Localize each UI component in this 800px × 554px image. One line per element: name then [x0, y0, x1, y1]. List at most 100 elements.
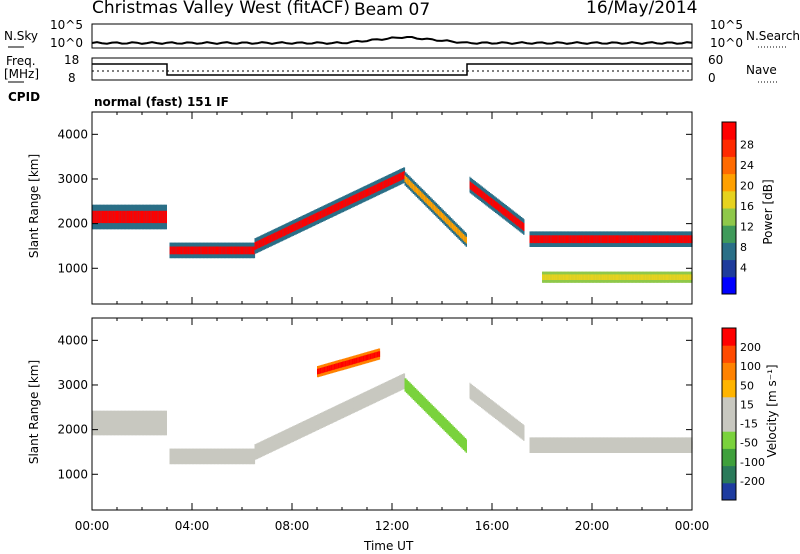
echo-cell — [543, 274, 546, 280]
echo-cell — [351, 195, 354, 204]
echo-cell — [197, 452, 200, 461]
echo-cell — [640, 441, 643, 450]
echo-cell — [453, 224, 456, 231]
echo-cell — [571, 235, 574, 244]
echo-cell — [336, 363, 339, 369]
echo-cell — [137, 210, 140, 224]
echo-cell — [208, 452, 211, 461]
echo-cell — [323, 366, 326, 373]
echo-cell — [97, 416, 100, 430]
echo-cell — [622, 274, 625, 280]
echo-cell — [653, 274, 656, 280]
echo-cell — [404, 175, 407, 183]
echo-cell — [110, 210, 113, 224]
echo-cell — [644, 235, 647, 244]
echo-cell — [500, 205, 503, 214]
echo-cell — [671, 235, 674, 244]
echo-cell — [325, 414, 328, 423]
echo-cell — [348, 197, 351, 205]
colorbar-tick-label: 20 — [740, 180, 754, 193]
echo-cell — [340, 362, 343, 368]
echo-cell — [495, 201, 497, 210]
x-axis-label: Time UT — [364, 539, 414, 553]
echo-cell — [428, 405, 431, 412]
echo-cell — [497, 203, 500, 212]
echo-cell — [623, 441, 626, 450]
echo-cell — [630, 235, 633, 244]
echo-cell — [590, 235, 593, 244]
echo-cell — [311, 420, 314, 429]
echo-cell — [478, 394, 481, 402]
echo-cell — [144, 210, 147, 224]
echo-cell — [542, 441, 544, 450]
echo-cell — [255, 241, 258, 250]
echo-cell — [286, 226, 289, 235]
echo-cell — [535, 235, 538, 244]
colorbar-tick-label: 24 — [740, 159, 754, 172]
echo-cell — [619, 235, 622, 244]
echo-cell — [254, 242, 257, 250]
echo-cell — [371, 392, 374, 401]
echo-cell — [506, 210, 509, 218]
echo-cell — [154, 416, 157, 430]
echo-cell — [125, 416, 128, 430]
echo-cell — [657, 235, 660, 244]
echo-cell — [101, 416, 104, 430]
echo-cell — [415, 186, 418, 194]
echo-cell — [367, 188, 369, 197]
echo-cell — [264, 443, 267, 452]
echo-cell — [294, 222, 297, 231]
echo-cell — [537, 441, 540, 450]
echo-cell — [675, 274, 678, 280]
echo-cell — [592, 274, 594, 280]
echo-cell — [672, 274, 675, 280]
velocity-colorbar-label: Velocity [m s⁻¹] — [765, 364, 779, 458]
echo-cell — [229, 246, 232, 255]
echo-cell — [492, 199, 495, 207]
echo-cell — [561, 274, 564, 280]
echo-cell — [112, 210, 115, 224]
echo-cell — [226, 246, 229, 255]
echo-cell — [376, 351, 379, 358]
echo-cell — [160, 210, 163, 224]
echo-cell — [280, 229, 283, 238]
colorbar-swatch — [722, 345, 736, 363]
echo-cell — [573, 274, 576, 280]
echo-cell — [214, 452, 217, 461]
echo-cell — [608, 441, 611, 450]
colorbar-tick-label: 12 — [740, 221, 754, 234]
echo-cell — [160, 416, 163, 430]
echo-cell — [676, 441, 679, 450]
echo-cell — [267, 442, 269, 450]
echo-cell — [186, 452, 189, 461]
echo-cell — [205, 452, 208, 461]
echo-cell — [472, 389, 475, 398]
echo-cell — [614, 274, 617, 280]
echo-cell — [340, 201, 343, 209]
echo-cell — [211, 246, 214, 255]
echo-cell — [601, 274, 604, 280]
y-tick-label: 1000 — [57, 261, 88, 275]
echo-cell — [476, 187, 479, 195]
echo-cell — [97, 210, 100, 224]
echo-cell — [642, 441, 644, 450]
echo-cell — [198, 246, 201, 255]
echo-cell — [258, 446, 261, 454]
velocity-panel-frame — [91, 317, 693, 511]
echo-cell — [400, 378, 403, 387]
echo-cell — [162, 210, 165, 224]
echo-cell — [212, 452, 215, 461]
echo-cell — [154, 210, 157, 224]
echo-cell — [396, 174, 399, 183]
echo-cell — [550, 235, 553, 244]
echo-cell — [417, 394, 419, 401]
echo-cell — [496, 408, 499, 417]
echo-cell — [348, 359, 351, 366]
echo-cell — [665, 441, 668, 450]
echo-cell — [301, 425, 304, 434]
echo-cell — [307, 216, 310, 225]
echo-cell — [540, 235, 543, 244]
echo-cell — [594, 235, 597, 244]
echo-cell — [589, 235, 592, 244]
colorbar-tick-label: 16 — [740, 200, 754, 213]
